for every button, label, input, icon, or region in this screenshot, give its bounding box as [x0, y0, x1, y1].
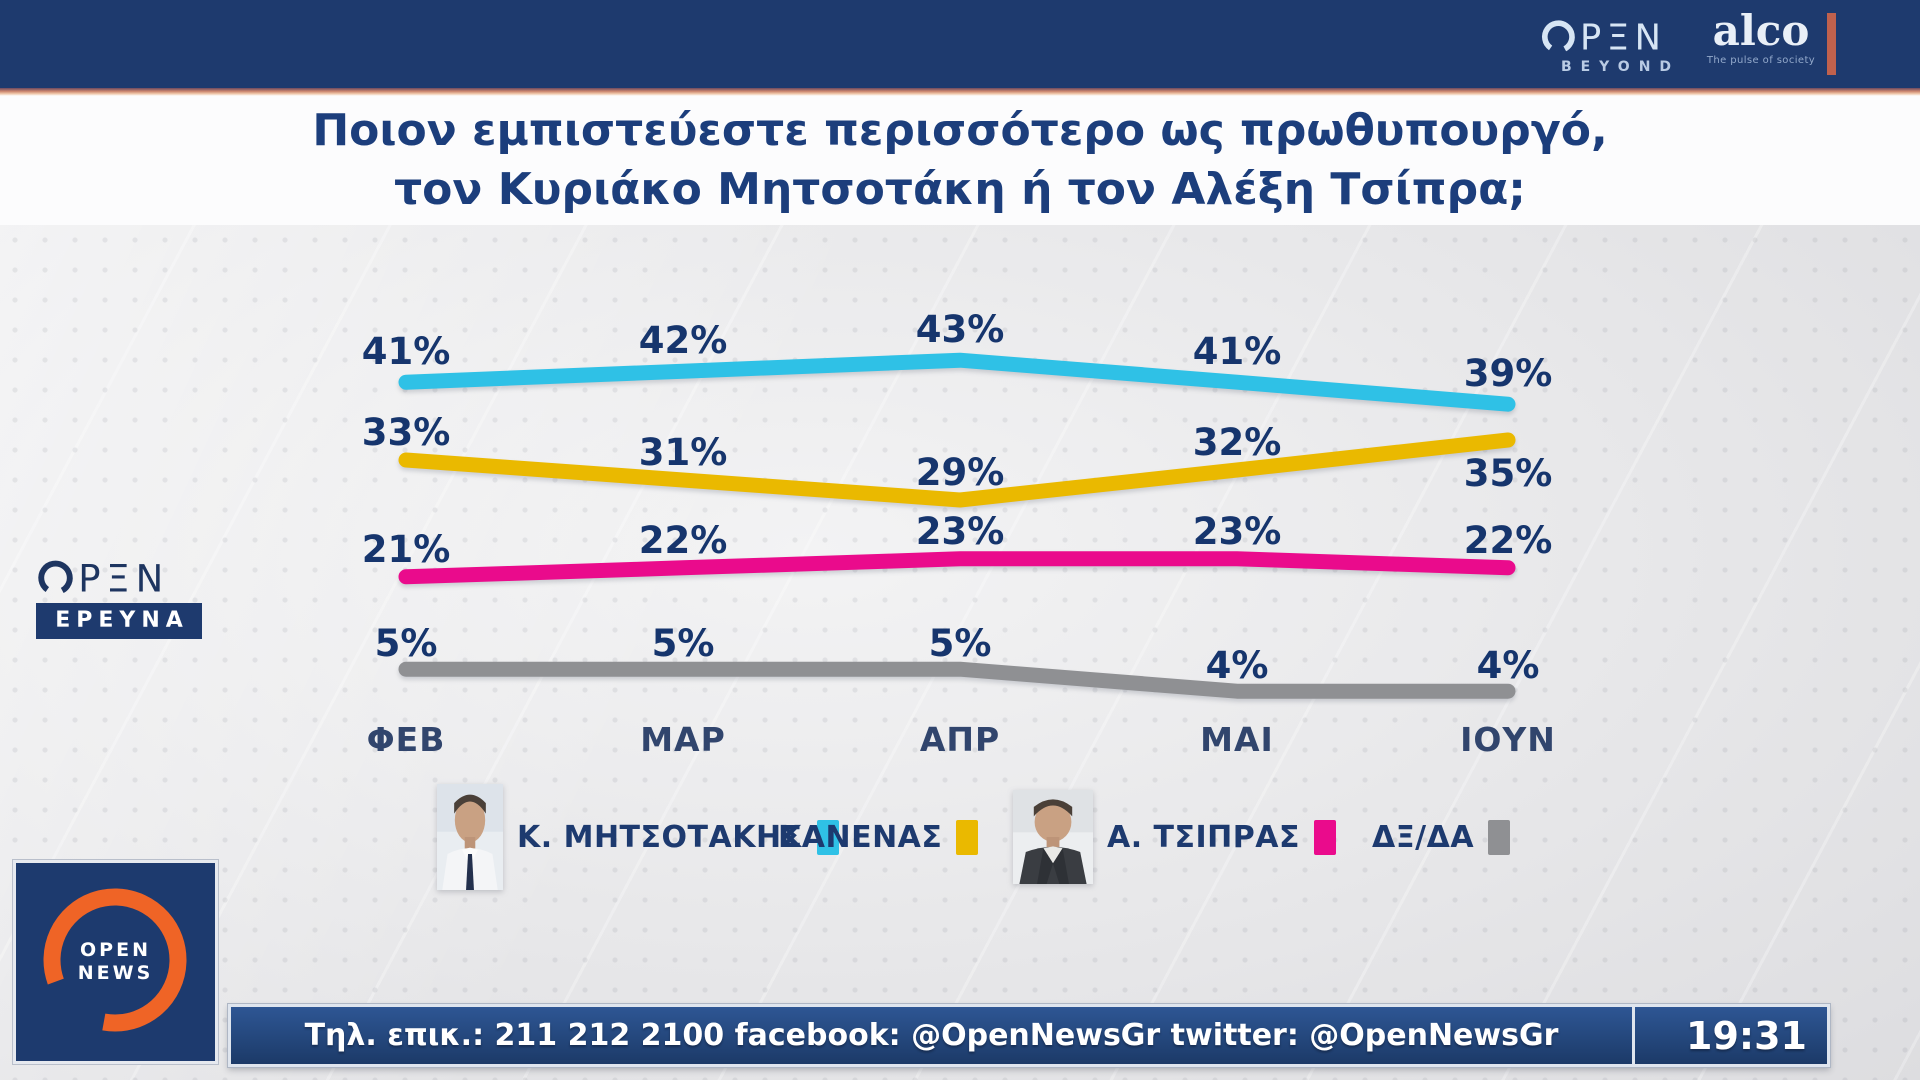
legend-item-0: Κ. ΜΗΤΣΟΤΑΚΗΣ [437, 782, 839, 892]
open-wordmark-icon: PΞN [1541, 18, 1667, 56]
open-ereyna-logo: PΞN ΕΡΕΥΝΑ [36, 556, 202, 639]
contact-info: Τηλ. επικ.: 211 212 2100 facebook: @Open… [304, 1018, 1559, 1053]
open-news-ring-icon [43, 888, 187, 1032]
legend-label: ΔΞ/ΔΑ [1372, 819, 1475, 855]
mitsotakis-portrait-icon [437, 784, 503, 890]
tsipras-portrait-icon [1013, 790, 1093, 884]
ticker-bar: Τηλ. επικ.: 211 212 2100 facebook: @Open… [228, 1004, 1830, 1067]
legend-item-2: Α. ΤΣΙΠΡΑΣ [1013, 782, 1336, 892]
open-beyond-logo: PΞN BEYOND [1540, 16, 1692, 75]
chart-panel [0, 225, 1920, 1080]
legend-swatch [1313, 819, 1336, 855]
alco-accent-bar [1827, 13, 1836, 75]
alco-logo: alco The pulse of society [1706, 6, 1816, 67]
alco-tagline: The pulse of society [1706, 55, 1816, 67]
legend-label: ΚΑΝΕΝΑΣ [778, 819, 943, 855]
legend-label: Α. ΤΣΙΠΡΑΣ [1107, 819, 1300, 855]
legend-swatch [1488, 819, 1511, 855]
poll-question-line1: Ποιον εμπιστεύεστε περισσότερο ως πρωθυπ… [312, 105, 1608, 157]
legend-swatch [816, 819, 839, 855]
open-news-logo: OPEN NEWS [13, 860, 218, 1064]
open-news-line1: OPEN [80, 939, 151, 962]
legend-item-3: ΔΞ/ΔΑ [1372, 782, 1511, 892]
orange-accent-line [0, 88, 1920, 96]
poll-question-line2: τον Κυριάκο Μητσοτάκη ή τον Αλέξη Τσίπρα… [394, 163, 1526, 215]
svg-text:PΞN: PΞN [78, 557, 169, 598]
open-news-wordmark: OPEN NEWS [16, 863, 215, 1061]
alco-wordmark: alco [1712, 6, 1810, 55]
beyond-label: BEYOND [1560, 59, 1681, 75]
ticker-divider [1632, 1007, 1635, 1064]
clock: 19:31 [1686, 1013, 1807, 1058]
ereyna-label: ΕΡΕΥΝΑ [36, 603, 202, 639]
top-bar: PΞN BEYOND alco The pulse of society [0, 0, 1920, 88]
svg-text:PΞN: PΞN [1580, 18, 1667, 56]
legend-swatch [956, 819, 979, 855]
legend-label: Κ. ΜΗΤΣΟΤΑΚΗΣ [517, 819, 803, 855]
open-wordmark-icon: PΞN [38, 557, 169, 598]
open-news-line2: NEWS [77, 962, 154, 984]
legend-item-1: ΚΑΝΕΝΑΣ [778, 782, 979, 892]
title-band: Ποιον εμπιστεύεστε περισσότερο ως πρωθυπ… [0, 96, 1920, 225]
